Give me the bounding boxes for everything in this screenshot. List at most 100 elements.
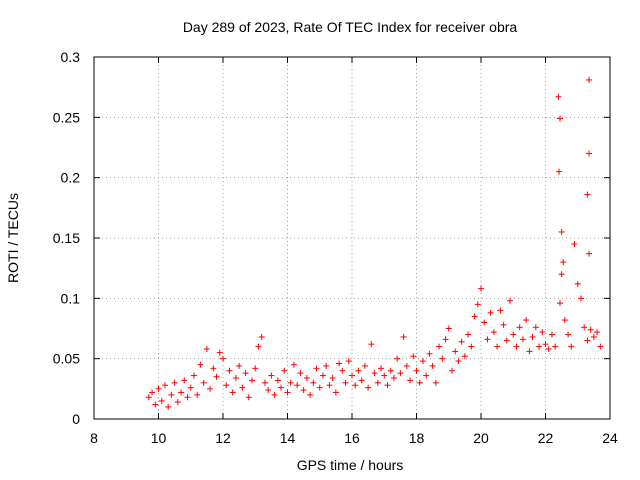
data-point [300,387,307,394]
y-tick-label: 0.3 [61,49,81,65]
data-point [210,365,217,372]
data-point [552,343,559,350]
data-point [342,379,349,386]
data-point [265,387,272,394]
data-point [190,372,197,379]
data-point [419,358,426,365]
data-point [213,373,220,380]
data-point [436,343,443,350]
data-point [345,358,352,365]
data-point [268,372,275,379]
data-point [577,295,584,302]
data-point [271,391,278,398]
chart-title: Day 289 of 2023, Rate Of TEC Index for r… [183,19,518,35]
data-point [413,367,420,374]
data-point [536,343,543,350]
data-point [197,361,204,368]
data-point [445,325,452,332]
data-point [556,168,563,175]
x-tick-label: 8 [90,430,98,446]
data-point [407,377,414,384]
data-point [507,297,514,304]
data-point [323,362,330,369]
data-point [581,324,588,331]
data-point [510,331,517,338]
data-point [387,367,394,374]
data-point [168,391,175,398]
data-point [384,382,391,389]
data-point [452,348,459,355]
y-tick-label: 0.2 [61,170,81,186]
x-tick-label: 10 [151,430,167,446]
data-point [316,384,323,391]
data-point [158,397,165,404]
data-point [586,150,593,157]
data-point [161,382,168,389]
data-point [487,309,494,316]
data-point [571,241,578,248]
data-point [365,384,372,391]
data-point [226,367,233,374]
data-point [229,389,236,396]
data-point [584,191,591,198]
data-point [587,326,594,333]
data-point [358,377,365,384]
data-point [497,307,504,314]
data-point [216,349,223,356]
ticks-layer: 8 10 12 14 16 18 20 22 24 0 0.05 0.1 0.15 0.2 0.25 0.3 [53,49,618,446]
data-point [274,377,281,384]
data-point [516,324,523,331]
data-point [426,350,433,357]
data-point [545,346,552,353]
data-point [326,382,333,389]
data-point [303,374,310,381]
data-point [245,394,252,401]
data-point [465,331,472,338]
data-point [310,379,317,386]
data-point [539,329,546,336]
data-point [378,365,385,372]
data-point [145,394,152,401]
data-point [236,362,243,369]
data-point [355,367,362,374]
data-point [557,300,564,307]
data-point [207,385,214,392]
data-point [519,336,526,343]
data-point [352,382,359,389]
data-point [548,331,555,338]
y-tick-label: 0.05 [53,351,80,367]
data-point [368,341,375,348]
data-point [568,343,575,350]
data-point [319,372,326,379]
y-tick-label: 0.1 [61,290,81,306]
data-point [200,379,207,386]
data-point [232,374,239,381]
y-tick-label: 0.15 [53,230,80,246]
data-point [361,362,368,369]
data-point [400,333,407,340]
data-point [532,324,539,331]
data-point [461,353,468,360]
data-point [594,329,601,336]
data-point [242,370,249,377]
data-point [471,313,478,320]
data-point [239,384,246,391]
data-point [329,374,336,381]
data-point [261,379,268,386]
data-point [307,391,314,398]
data-point [416,379,423,386]
x-tick-label: 14 [280,430,296,446]
data-point [281,367,288,374]
data-point [561,317,568,324]
x-tick-label: 12 [215,430,231,446]
data-point [174,399,181,406]
data-point [429,362,436,369]
data-point [252,365,259,372]
data-point [336,360,343,367]
data-point [297,370,304,377]
points-layer [145,76,604,410]
data-point [165,403,172,410]
data-point [474,301,481,308]
data-point [478,285,484,292]
data-point [574,280,581,287]
